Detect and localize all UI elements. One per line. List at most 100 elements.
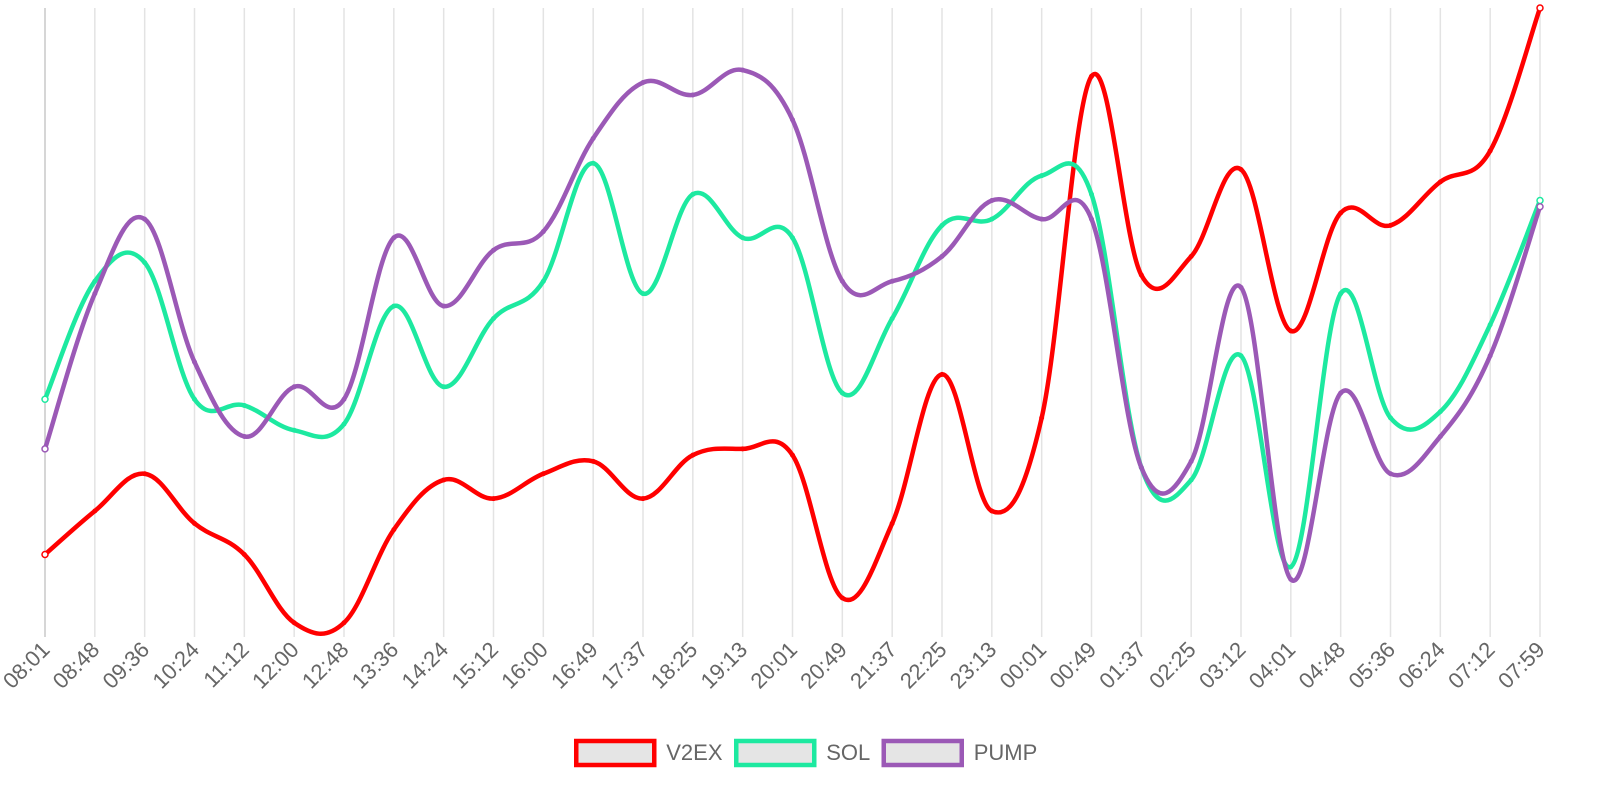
data-point xyxy=(1089,191,1094,197)
data-point xyxy=(341,421,347,427)
x-tick-label: 19:13 xyxy=(696,637,753,694)
x-tick-label: 23:13 xyxy=(945,637,1002,694)
data-point xyxy=(142,260,148,266)
x-tick-label: 14:24 xyxy=(397,637,454,694)
data-point xyxy=(192,520,197,526)
data-point xyxy=(1536,4,1544,12)
data-point xyxy=(341,620,347,626)
data-point xyxy=(989,216,995,222)
series-lines xyxy=(41,4,1544,636)
legend-item-v2ex[interactable]: V2EX xyxy=(574,738,723,768)
data-point xyxy=(241,402,247,408)
x-tick-label: 00:49 xyxy=(1044,637,1101,694)
x-tick-label: 09:36 xyxy=(98,637,155,694)
data-point xyxy=(291,620,297,626)
data-point xyxy=(1188,477,1194,483)
data-point xyxy=(1288,576,1294,582)
data-point xyxy=(1338,291,1344,297)
legend-label: V2EX xyxy=(666,740,723,765)
data-point xyxy=(1288,328,1294,334)
data-point xyxy=(92,508,98,514)
data-point xyxy=(540,278,546,284)
data-point xyxy=(1039,216,1045,222)
data-point xyxy=(1536,202,1544,211)
x-tick-label: 21:37 xyxy=(845,637,902,694)
data-point xyxy=(441,303,447,309)
data-point xyxy=(142,471,148,477)
data-point xyxy=(491,496,496,502)
x-tick-label: 04:01 xyxy=(1244,637,1301,694)
legend-item-sol[interactable]: SOL xyxy=(734,738,870,768)
data-point xyxy=(1437,409,1443,415)
data-point xyxy=(391,527,397,533)
data-point xyxy=(92,278,98,284)
data-point xyxy=(889,316,895,321)
data-point xyxy=(1138,272,1144,278)
data-point xyxy=(1487,322,1493,328)
data-point xyxy=(1536,196,1544,205)
x-tick-label: 18:25 xyxy=(646,637,703,694)
data-point xyxy=(1238,166,1244,172)
data-point xyxy=(1338,210,1344,216)
data-point xyxy=(491,316,496,321)
data-point xyxy=(1487,148,1493,154)
data-point xyxy=(939,222,945,228)
data-point xyxy=(740,67,746,73)
data-point xyxy=(790,117,795,123)
x-tick-label: 12:48 xyxy=(297,637,354,694)
data-point xyxy=(790,452,795,458)
data-point xyxy=(790,235,795,241)
data-point xyxy=(839,278,845,284)
legend: V2EX SOL PUMP xyxy=(574,738,1038,768)
data-point xyxy=(441,477,447,483)
data-point xyxy=(640,291,646,297)
data-point xyxy=(1089,216,1094,222)
x-tick-label: 08:01 xyxy=(0,637,55,694)
data-point xyxy=(989,198,995,204)
data-point xyxy=(690,191,696,197)
data-point xyxy=(1437,179,1443,185)
data-point xyxy=(1039,173,1045,179)
x-tick-label: 20:49 xyxy=(795,637,852,694)
data-point xyxy=(41,395,49,403)
data-point xyxy=(41,550,49,559)
series-v2ex xyxy=(41,4,1544,636)
data-point xyxy=(491,247,496,253)
x-tick-label: 20:01 xyxy=(745,637,802,694)
data-point xyxy=(740,446,746,452)
data-point xyxy=(41,445,49,453)
x-tick-label: 00:01 xyxy=(995,637,1052,694)
data-point xyxy=(1089,73,1094,79)
x-tick-label: 12:00 xyxy=(247,637,304,694)
data-point xyxy=(590,458,596,464)
data-point xyxy=(540,229,546,235)
data-point xyxy=(1288,564,1294,570)
x-tick-label: 08:48 xyxy=(48,637,105,694)
data-point xyxy=(192,396,197,402)
legend-item-pump[interactable]: PUMP xyxy=(881,738,1038,768)
data-point xyxy=(1238,284,1244,290)
series-line xyxy=(42,161,1543,570)
data-point xyxy=(740,235,746,241)
x-axis: 08:0108:4809:3610:2411:1212:0012:4813:36… xyxy=(0,637,1550,694)
legend-swatch xyxy=(734,738,817,768)
data-point xyxy=(92,291,98,297)
data-point xyxy=(241,433,247,439)
data-point xyxy=(1188,458,1194,464)
data-point xyxy=(640,496,646,502)
data-point xyxy=(291,427,297,433)
x-tick-label: 07:59 xyxy=(1493,637,1550,694)
data-point xyxy=(1388,471,1393,477)
data-point xyxy=(1487,353,1493,359)
data-point xyxy=(1138,465,1144,471)
x-tick-label: 16:00 xyxy=(496,637,553,694)
data-point xyxy=(1388,222,1393,228)
data-point xyxy=(391,303,397,309)
data-point xyxy=(441,384,447,390)
grid xyxy=(44,8,1541,637)
x-tick-label: 16:49 xyxy=(546,637,603,694)
data-point xyxy=(939,371,945,377)
series-pump xyxy=(41,67,1544,583)
